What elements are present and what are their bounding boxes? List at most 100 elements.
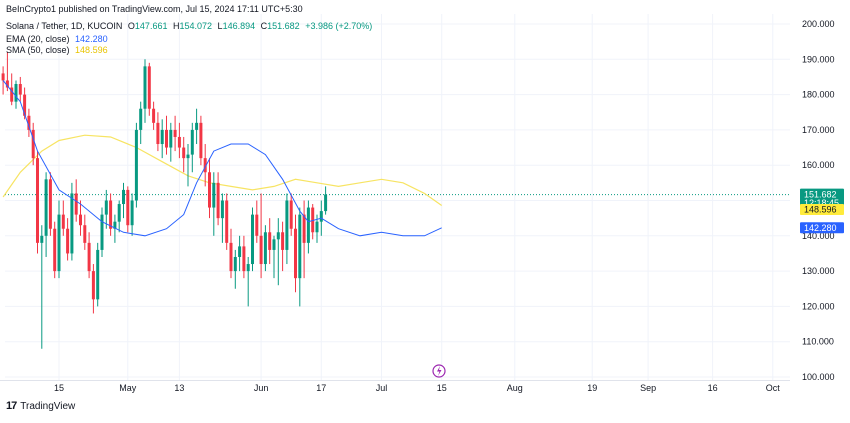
candle-body bbox=[263, 232, 267, 265]
candle-body bbox=[182, 147, 186, 159]
candle-body bbox=[220, 200, 224, 219]
candle-body bbox=[216, 182, 220, 219]
sma-price-tag: 148.596 bbox=[804, 204, 837, 214]
candle-body bbox=[96, 249, 100, 300]
ema-label: EMA (20, close) bbox=[6, 34, 70, 44]
candle-body bbox=[276, 232, 280, 240]
candle-body bbox=[268, 232, 272, 250]
ema-value: 142.280 bbox=[75, 34, 108, 44]
candle-body bbox=[251, 214, 254, 265]
candle-body bbox=[100, 214, 104, 250]
candle-body bbox=[139, 108, 143, 130]
candle-body bbox=[1, 73, 5, 81]
candle-body bbox=[255, 214, 259, 236]
low-label: L bbox=[217, 21, 223, 31]
x-tick-label: Jul bbox=[376, 383, 388, 393]
x-tick-label: 16 bbox=[708, 383, 718, 393]
candle-body bbox=[117, 204, 121, 222]
y-tick-label: 130.000 bbox=[802, 266, 835, 276]
ema-legend[interactable]: EMA (20, close) 142.280 bbox=[6, 34, 111, 44]
ema-price-tag-bg bbox=[800, 222, 844, 234]
candle-body bbox=[79, 214, 82, 226]
candle-body bbox=[10, 87, 14, 102]
candle-body bbox=[14, 84, 18, 102]
candle-body bbox=[147, 66, 151, 109]
candle-body bbox=[57, 214, 61, 272]
candle-body bbox=[36, 158, 39, 243]
candle-body bbox=[199, 122, 203, 159]
candle-body bbox=[44, 179, 48, 236]
candle-body bbox=[302, 214, 306, 243]
tradingview-footer[interactable]: 17 TradingView bbox=[6, 400, 75, 412]
candle-body bbox=[272, 239, 276, 250]
y-tick-label: 180.000 bbox=[802, 90, 835, 100]
x-tick-label: 15 bbox=[54, 383, 64, 393]
countdown-tag: 12:18:45 bbox=[804, 198, 839, 208]
published-line: BeInCrypto1 published on TradingView.com… bbox=[6, 4, 306, 14]
candle-body bbox=[315, 221, 319, 233]
candle-body bbox=[319, 211, 323, 222]
low-value: 146.894 bbox=[222, 21, 256, 31]
tradingview-brand: TradingView bbox=[20, 400, 76, 412]
candle-body bbox=[27, 115, 31, 130]
candle-body bbox=[130, 200, 134, 226]
candle-body bbox=[160, 129, 164, 145]
open-value: 147.661 bbox=[134, 21, 168, 31]
high-label: H bbox=[172, 21, 180, 31]
x-tick-label: Sep bbox=[640, 383, 656, 393]
x-tick-label: 15 bbox=[437, 383, 447, 393]
candle-body bbox=[156, 122, 160, 145]
candle-body bbox=[31, 129, 35, 159]
y-tick-label: 170.000 bbox=[802, 125, 835, 135]
close-value: 151.682 bbox=[267, 21, 300, 31]
candle-body bbox=[143, 66, 147, 109]
x-tick-label: 19 bbox=[587, 383, 597, 393]
candle-body bbox=[294, 228, 297, 279]
published-text: BeInCrypto1 published on TradingView.com… bbox=[6, 4, 303, 14]
candle-body bbox=[18, 84, 22, 95]
candle-body bbox=[203, 158, 207, 173]
candle-body bbox=[246, 264, 250, 272]
candle-body bbox=[126, 189, 130, 226]
x-tick-label: May bbox=[119, 383, 137, 393]
candle-body bbox=[233, 256, 237, 272]
candle-body bbox=[285, 200, 289, 250]
y-tick-label: 190.000 bbox=[802, 54, 835, 64]
x-tick-label: Aug bbox=[507, 383, 523, 393]
y-tick-label: 140.000 bbox=[802, 231, 835, 241]
candle-body bbox=[212, 182, 216, 208]
candle-body bbox=[83, 225, 87, 243]
candle-body bbox=[186, 154, 190, 159]
candle-body bbox=[289, 200, 293, 229]
candle-body bbox=[61, 214, 65, 229]
x-tick-label: 17 bbox=[316, 383, 326, 393]
candle-body bbox=[91, 271, 95, 300]
candle-body bbox=[134, 129, 138, 201]
candle-body bbox=[40, 235, 44, 243]
candle-body bbox=[190, 129, 194, 155]
y-tick-label: 120.000 bbox=[802, 301, 835, 311]
candle-body bbox=[23, 94, 27, 116]
last-price-tag-bg bbox=[800, 188, 844, 208]
candle-body bbox=[238, 246, 242, 257]
candle-body bbox=[298, 214, 302, 279]
open-label: O bbox=[127, 21, 135, 31]
sma-price-tag-bg bbox=[800, 203, 844, 215]
sma-legend[interactable]: SMA (50, close) 148.596 bbox=[6, 45, 111, 55]
candle-body bbox=[66, 228, 70, 254]
candle-body bbox=[152, 108, 156, 123]
candle-body bbox=[87, 242, 91, 272]
y-tick-label: 200.000 bbox=[802, 19, 835, 29]
candle-body bbox=[259, 235, 263, 265]
candle-body bbox=[70, 193, 74, 254]
candle-body bbox=[324, 194, 328, 212]
symbol-label[interactable]: Solana / Tether, 1D, KUCOIN bbox=[6, 21, 123, 31]
change-value: +3.986 (+2.70%) bbox=[305, 21, 373, 31]
candle-body bbox=[5, 80, 9, 88]
candle-body bbox=[53, 228, 57, 272]
ema-price-tag: 142.280 bbox=[804, 223, 837, 233]
y-tick-label: 100.000 bbox=[802, 372, 835, 382]
candle-body bbox=[225, 200, 229, 243]
